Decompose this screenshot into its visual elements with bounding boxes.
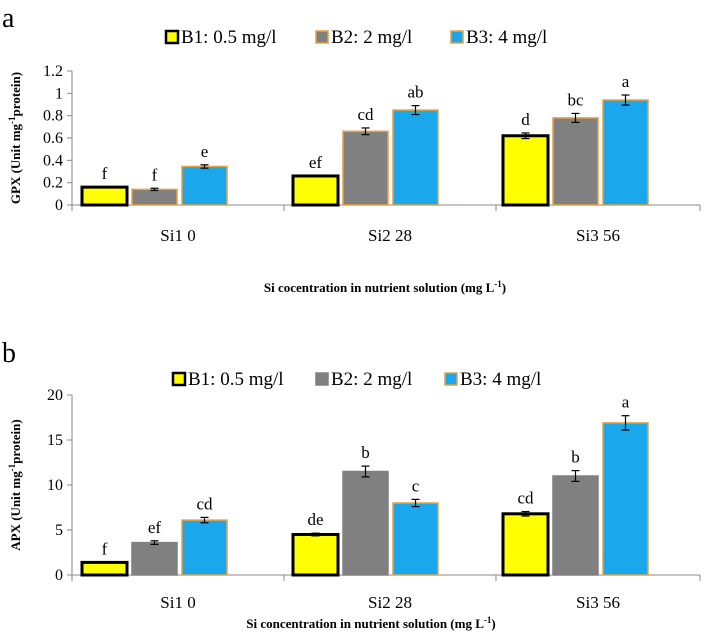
significance-label: bc xyxy=(567,90,584,109)
significance-label: b xyxy=(361,443,370,462)
bar xyxy=(80,560,129,577)
panel-a: a B1: 0.5 mg/l B2: 2 mg/l B3: 4 mg/l 0 0.2 0.4… xyxy=(2,3,701,295)
significance-label: ef xyxy=(148,518,162,537)
category-label: Si1 0 xyxy=(160,226,195,245)
bar xyxy=(602,99,649,206)
bar xyxy=(392,502,439,576)
significance-label: cd xyxy=(357,105,374,124)
y-tick-label: 0.2 xyxy=(43,175,63,192)
y-axis-title: APX (Unit mg-1protein) xyxy=(7,419,23,550)
y-tick-label: 1.2 xyxy=(43,63,63,80)
category-label: Si3 56 xyxy=(576,226,620,245)
y-tick-label: 1 xyxy=(55,85,63,102)
legend-label: B2: 2 mg/l xyxy=(331,369,412,390)
bar xyxy=(80,185,129,207)
panel-b: b B1: 0.5 mg/l B2: 2 mg/l B3: 4 mg/l 0 5 10 15 2… xyxy=(2,338,701,631)
significance-label: cd xyxy=(517,489,534,508)
category-label: Si1 0 xyxy=(160,593,195,612)
legend-item: B3: 4 mg/l xyxy=(444,369,541,390)
bar xyxy=(131,188,178,206)
legend-item: B1: 0.5 mg/l xyxy=(171,369,284,390)
panel-letter: b xyxy=(2,338,16,369)
bar xyxy=(392,109,439,206)
significance-label: c xyxy=(412,476,420,495)
legend-label: B2: 2 mg/l xyxy=(331,27,412,48)
bar xyxy=(131,541,178,576)
y-tick-label: 0.4 xyxy=(43,152,63,169)
bar xyxy=(181,165,228,206)
significance-label: f xyxy=(102,539,108,558)
y-tick-label: 0.6 xyxy=(43,130,63,147)
y-tick-label: 0 xyxy=(55,567,63,584)
y-tick-label: 5 xyxy=(55,522,63,539)
category-label: Si3 56 xyxy=(576,593,620,612)
bar xyxy=(602,422,649,576)
significance-label: ef xyxy=(309,153,323,172)
legend-swatch xyxy=(450,30,464,44)
category-label: Si2 28 xyxy=(368,226,412,245)
panel-letter: a xyxy=(2,3,15,34)
y-tick-label: 0 xyxy=(55,197,63,214)
bar xyxy=(552,475,599,576)
legend-swatch xyxy=(315,372,329,386)
bar xyxy=(291,533,340,577)
bar xyxy=(342,470,389,576)
y-tick-label: 15 xyxy=(47,432,63,449)
significance-label: a xyxy=(622,393,630,412)
bar xyxy=(291,174,340,207)
y-tick-label: 0.8 xyxy=(43,108,63,125)
legend-label: B1: 0.5 mg/l xyxy=(188,369,284,390)
x-axis-title: Si cocentration in nutrient solution (mg… xyxy=(264,279,506,295)
significance-label: d xyxy=(521,110,530,129)
x-axis-title: Si concentration in nutrient solution (m… xyxy=(246,615,495,631)
significance-label: f xyxy=(102,164,108,183)
significance-label: cd xyxy=(196,494,213,513)
significance-label: e xyxy=(201,142,209,161)
significance-label: ab xyxy=(407,83,423,102)
bar xyxy=(342,130,389,206)
category-label: Si2 28 xyxy=(368,593,412,612)
legend-label: B3: 4 mg/l xyxy=(460,369,541,390)
y-tick-label: 10 xyxy=(47,477,63,494)
bar xyxy=(181,519,228,576)
significance-label: de xyxy=(307,510,323,529)
legend-swatch xyxy=(164,29,180,45)
legend-swatch xyxy=(171,371,187,387)
legend-label: B1: 0.5 mg/l xyxy=(181,27,277,48)
legend-label: B3: 4 mg/l xyxy=(466,27,547,48)
y-axis-title: GPX (Unit mg-1protein) xyxy=(7,72,23,204)
bar xyxy=(501,134,550,207)
significance-label: b xyxy=(571,448,580,467)
bar xyxy=(552,117,599,206)
legend-item: B1: 0.5 mg/l xyxy=(164,27,277,48)
significance-label: a xyxy=(622,72,630,91)
legend-item: B2: 2 mg/l xyxy=(315,27,412,48)
significance-label: f xyxy=(152,165,158,184)
legend-item: B3: 4 mg/l xyxy=(450,27,547,48)
legend-swatch xyxy=(315,30,329,44)
y-tick-label: 20 xyxy=(47,387,63,404)
legend-item: B2: 2 mg/l xyxy=(315,369,412,390)
legend-swatch xyxy=(444,372,458,386)
bar xyxy=(501,512,550,577)
